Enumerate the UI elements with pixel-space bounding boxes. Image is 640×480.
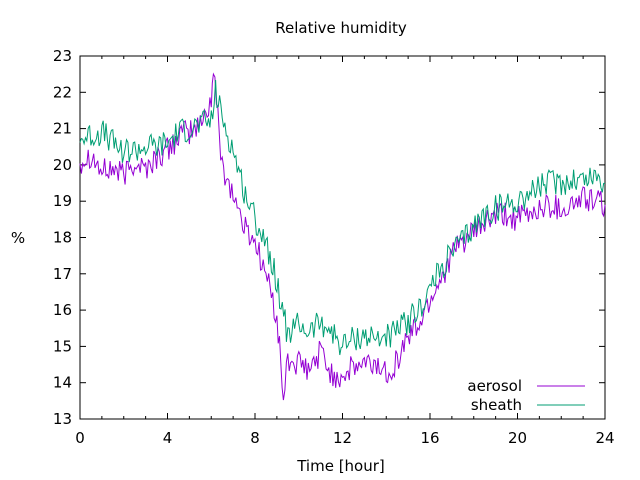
x-tick-label: 12 <box>333 429 352 447</box>
y-tick-label: 19 <box>53 192 72 210</box>
y-tick-label: 15 <box>53 337 72 355</box>
series-line-sheath <box>79 79 606 356</box>
y-axis-label: % <box>11 229 25 247</box>
y-tick-label: 21 <box>53 120 72 138</box>
x-tick-label: 16 <box>420 429 439 447</box>
y-tick-label: 16 <box>53 301 72 319</box>
y-tick-label: 23 <box>53 47 72 65</box>
x-tick-label: 8 <box>250 429 260 447</box>
series-line-aerosol <box>79 72 606 401</box>
x-tick-label: 0 <box>75 429 85 447</box>
y-tick-label: 14 <box>53 374 72 392</box>
y-tick-label: 20 <box>53 156 72 174</box>
x-tick-label: 20 <box>508 429 527 447</box>
y-tick-label: 22 <box>53 83 72 101</box>
legend-label-aerosol: aerosol <box>467 377 522 395</box>
plot-frame <box>79 55 606 420</box>
plot-area: 13 14 15 16 17 18 19 20 21 22 23 0 4 8 12 16 20 24 <box>53 47 615 447</box>
y-tick-label: 13 <box>53 410 72 428</box>
chart-title: Relative humidity <box>275 19 407 37</box>
x-tick-label: 4 <box>163 429 173 447</box>
legend-label-sheath: sheath <box>471 396 522 414</box>
x-tick-label: 24 <box>595 429 614 447</box>
y-tick-label: 18 <box>53 229 72 247</box>
y-tick-label: 17 <box>53 265 72 283</box>
x-axis-label: Time [hour] <box>296 457 385 475</box>
